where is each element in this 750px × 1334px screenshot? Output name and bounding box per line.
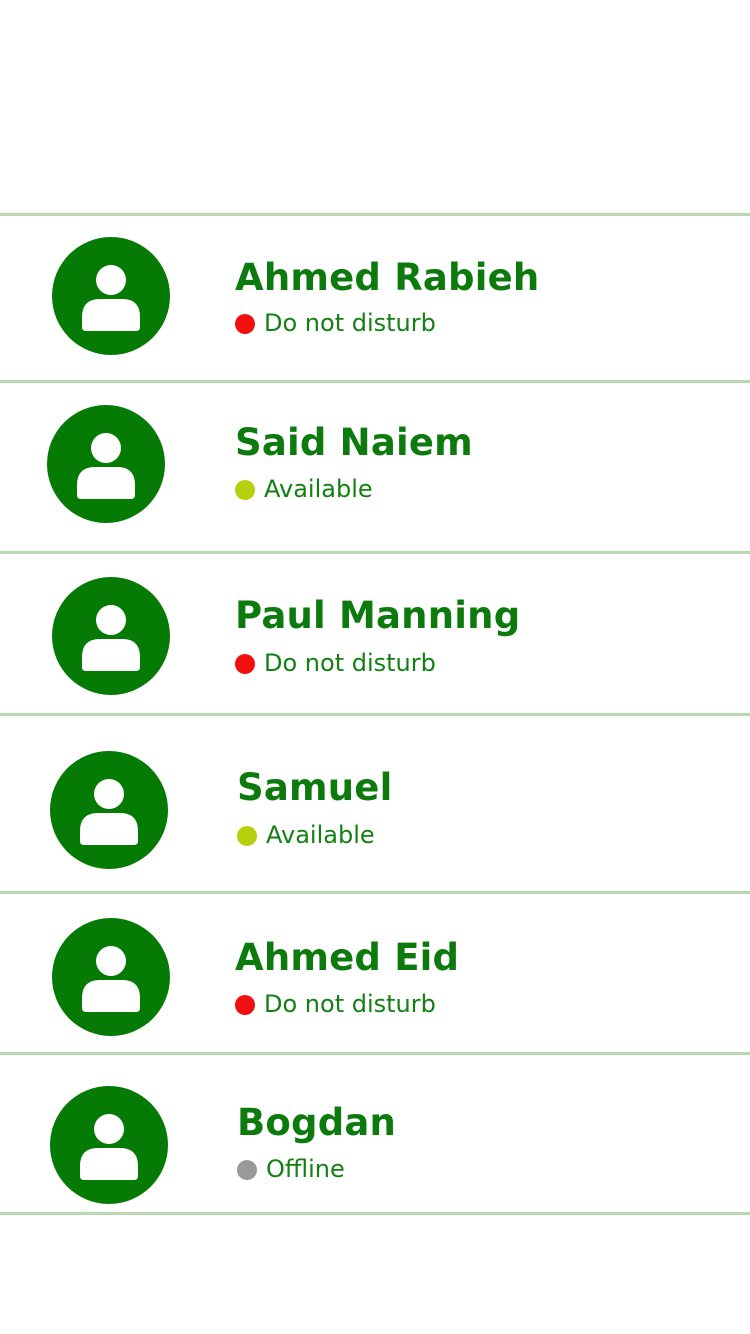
user-icon [80,1114,138,1180]
user-icon [80,779,138,845]
contact-row-paul-manning[interactable]: Paul Manning Do not disturb [0,554,750,713]
status-label: Do not disturb [264,309,436,337]
contact-avatar [52,237,170,355]
list-divider [0,1052,750,1055]
contact-name: Ahmed Rabieh [235,256,540,299]
status-label: Available [264,475,373,503]
contact-name: Paul Manning [235,594,521,637]
contact-name: Samuel [237,766,393,809]
contact-name: Said Naiem [235,421,473,464]
user-icon [82,946,140,1012]
status-offline-icon [237,1160,257,1180]
user-icon [82,605,140,671]
status-label: Do not disturb [264,990,436,1018]
contact-name: Bogdan [237,1101,397,1144]
status-dnd-icon [235,995,255,1015]
status-available-icon [237,826,257,846]
user-icon [77,433,135,499]
status-dnd-icon [235,314,255,334]
contact-avatar [52,918,170,1036]
contact-row-ahmed-eid[interactable]: Ahmed Eid Do not disturb [0,894,750,1052]
contact-avatar [47,405,165,523]
list-divider [0,713,750,716]
list-divider [0,213,750,216]
list-divider [0,1212,750,1215]
status-label: Do not disturb [264,649,436,677]
contact-avatar [52,577,170,695]
user-icon [82,265,140,331]
status-label: Offline [266,1155,345,1183]
contact-row-samuel[interactable]: Samuel Available [0,716,750,891]
contact-row-ahmed-rabieh[interactable]: Ahmed Rabieh Do not disturb [0,216,750,380]
contact-row-said-naiem[interactable]: Said Naiem Available [0,383,750,551]
list-divider [0,380,750,383]
status-available-icon [235,480,255,500]
list-divider [0,891,750,894]
status-dnd-icon [235,654,255,674]
contact-row-bogdan[interactable]: Bogdan Offline [0,1055,750,1212]
contact-avatar [50,751,168,869]
contact-avatar [50,1086,168,1204]
status-label: Available [266,821,375,849]
list-divider [0,551,750,554]
contact-name: Ahmed Eid [235,936,460,979]
